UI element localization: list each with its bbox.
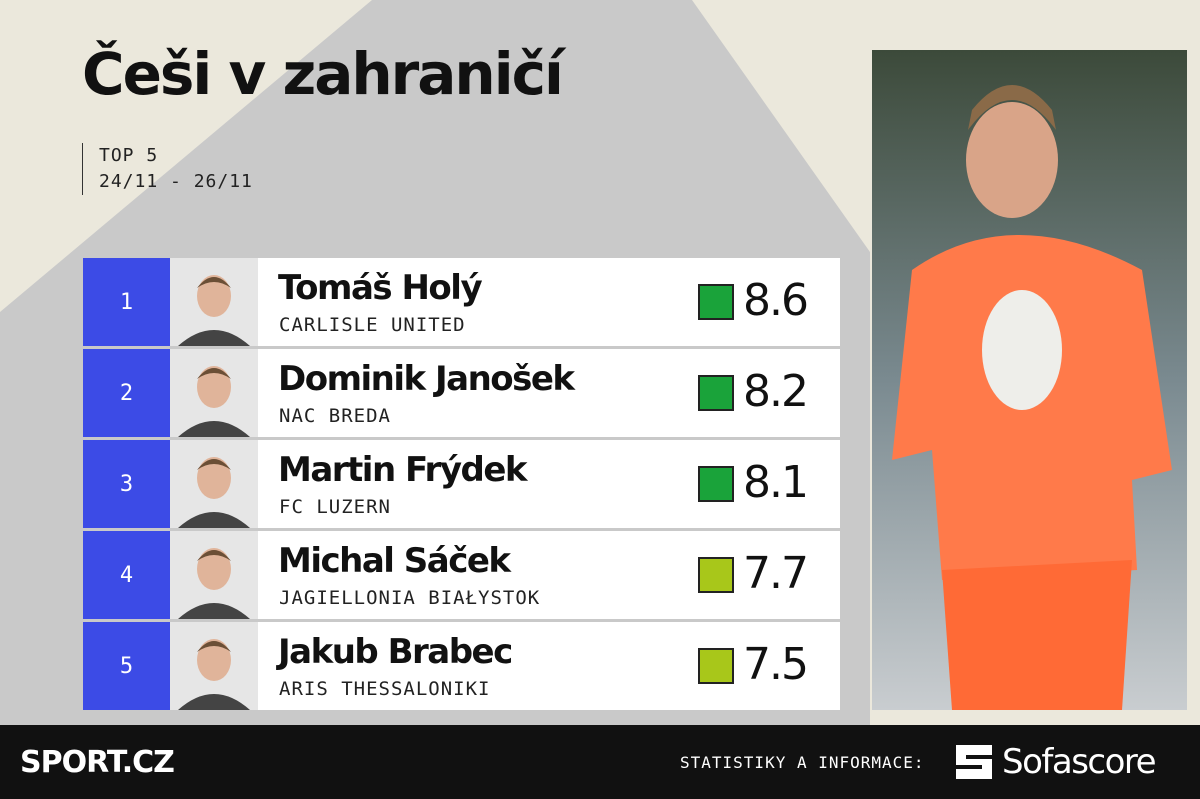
rank: 5 xyxy=(83,622,170,710)
club: NAC BREDA xyxy=(279,405,391,427)
thumb-art xyxy=(178,639,250,710)
player-thumb xyxy=(170,440,258,528)
ranking-row: 4 Michal Sáček JAGIELLONIA BIAŁYSTOK 7.7 xyxy=(83,531,840,619)
club: ARIS THESSALONIKI xyxy=(279,678,491,700)
player-thumb xyxy=(170,531,258,619)
subtitle: TOP 5 24/11 - 26/11 xyxy=(82,143,253,195)
rank: 1 xyxy=(83,258,170,346)
player-thumb xyxy=(170,258,258,346)
rating-indicator xyxy=(698,466,734,502)
rating: 7.7 xyxy=(743,548,809,599)
credit-label: STATISTIKY A INFORMACE: xyxy=(680,753,925,772)
rating-indicator xyxy=(698,375,734,411)
club: JAGIELLONIA BIAŁYSTOK xyxy=(279,587,541,609)
rank: 3 xyxy=(83,440,170,528)
ranking-row: 2 Dominik Janošek NAC BREDA 8.2 xyxy=(83,349,840,437)
brand: SPORT.CZ xyxy=(20,745,175,780)
player-thumb xyxy=(170,349,258,437)
rating: 8.6 xyxy=(743,275,809,326)
player-name: Jakub Brabec xyxy=(278,632,513,672)
title: Češi v zahraničí xyxy=(82,40,564,108)
player-name: Michal Sáček xyxy=(278,541,511,581)
ranking-row: 3 Martin Frýdek FC LUZERN 8.1 xyxy=(83,440,840,528)
thumb-art xyxy=(178,275,250,346)
subtitle-line: TOP 5 xyxy=(99,145,159,166)
club: CARLISLE UNITED xyxy=(279,314,466,336)
rating-indicator xyxy=(698,648,734,684)
player-thumb xyxy=(170,622,258,710)
player-name: Dominik Janošek xyxy=(278,359,575,399)
rating-indicator xyxy=(698,557,734,593)
thumb-art xyxy=(178,457,250,528)
thumb-art xyxy=(178,548,250,619)
player-photo xyxy=(872,50,1187,710)
player-name: Tomáš Holý xyxy=(278,268,483,308)
ranking-row: 5 Jakub Brabec ARIS THESSALONIKI 7.5 xyxy=(83,622,840,710)
subtitle-line: 24/11 - 26/11 xyxy=(99,171,253,192)
thumb-art xyxy=(178,366,250,437)
club: FC LUZERN xyxy=(279,496,391,518)
rating: 8.1 xyxy=(743,457,809,508)
partner: Sofascore xyxy=(1002,742,1157,782)
rank: 2 xyxy=(83,349,170,437)
rating: 8.2 xyxy=(743,366,809,417)
partner-logo xyxy=(956,745,992,779)
ranking-row: 1 Tomáš Holý CARLISLE UNITED 8.6 xyxy=(83,258,840,346)
rank: 4 xyxy=(83,531,170,619)
player-name: Martin Frýdek xyxy=(278,450,527,490)
rating: 7.5 xyxy=(743,639,809,690)
rating-indicator xyxy=(698,284,734,320)
footer: SPORT.CZ STATISTIKY A INFORMACE: Sofasco… xyxy=(0,725,1200,799)
